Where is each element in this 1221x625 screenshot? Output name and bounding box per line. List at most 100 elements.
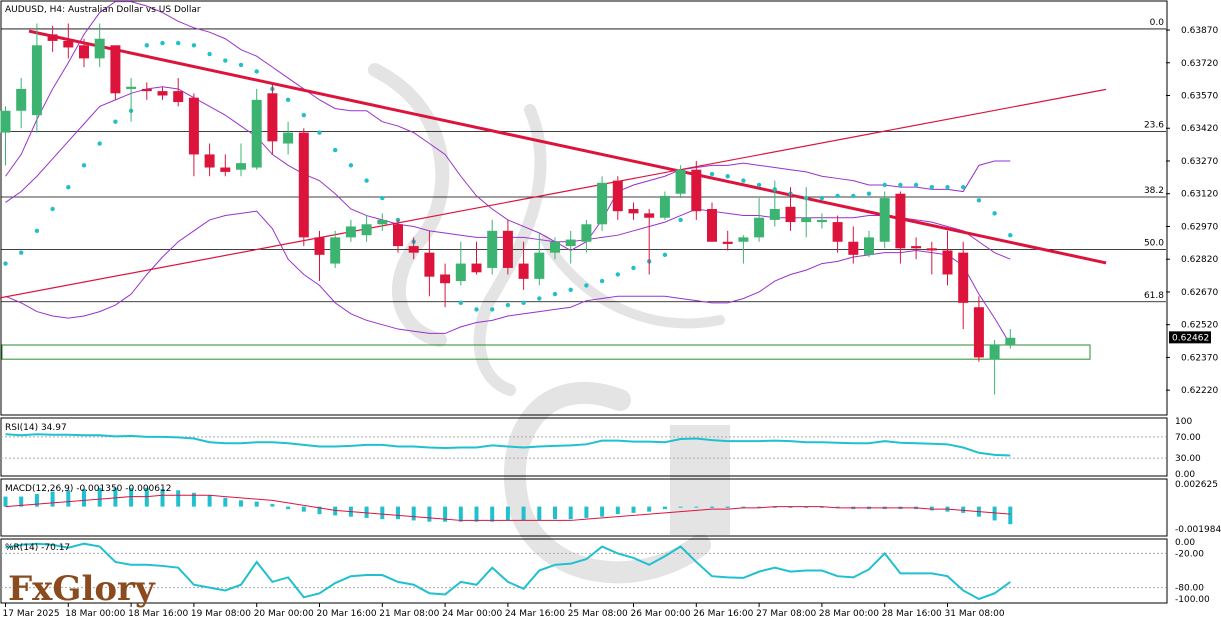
macd-bar [537, 506, 542, 521]
williams-tick-label: -20.00 [1175, 549, 1204, 559]
candle [848, 226, 859, 264]
candle [565, 230, 576, 264]
macd-bar [819, 506, 824, 508]
price-tick-label: 0.63720 [1181, 59, 1218, 69]
fib-label: 23.6 [1144, 121, 1164, 131]
candle [895, 191, 906, 264]
macd-bar [427, 506, 432, 522]
sar-dot [113, 119, 118, 124]
sar-dot [50, 206, 55, 212]
sar-dot [254, 69, 259, 74]
candle [754, 198, 765, 242]
candle-body [565, 239, 576, 247]
fib-label: 0.0 [1150, 18, 1165, 28]
williams-line [5, 542, 1011, 601]
macd-bar [584, 506, 589, 518]
sar-dot [3, 261, 8, 266]
macd-bar [1008, 506, 1013, 525]
sar-dot [301, 112, 306, 118]
current-price-tag: 0.62462 [1169, 331, 1211, 344]
macd-bar [615, 506, 620, 515]
sar-dot [34, 228, 40, 234]
sar-dot [176, 40, 181, 46]
watermark [368, 63, 725, 584]
macd-signal-line [5, 494, 1011, 521]
candle-body [204, 154, 215, 168]
candle-body [628, 209, 639, 214]
sar-dot [333, 147, 338, 153]
price-tick-label: 0.63270 [1181, 157, 1218, 167]
candle [267, 82, 278, 155]
candle-body [110, 45, 121, 94]
chart-title: AUDUSD, H4: Australian Dollar vs US Doll… [5, 5, 201, 15]
trend-lines[interactable] [0, 29, 1107, 299]
candle [722, 230, 733, 251]
macd-bar [223, 497, 228, 507]
support-zone[interactable] [1, 344, 1091, 360]
sar-dot [364, 178, 369, 183]
candle-body [612, 180, 623, 212]
macd-bar [333, 506, 338, 516]
candle-body [769, 209, 780, 220]
candle-body [330, 237, 341, 264]
candle-body [644, 213, 655, 218]
time-label: 25 Mar 08:00 [568, 609, 628, 619]
candle-body [785, 206, 796, 223]
candle-body [675, 169, 686, 194]
candle [126, 78, 137, 122]
bollinger-lower [5, 210, 1011, 345]
macd-bar [725, 506, 730, 508]
sar-dot [552, 291, 558, 297]
sar-dot [709, 171, 715, 177]
price-tick-label: 0.62970 [1181, 222, 1218, 232]
sar-dot [882, 182, 887, 188]
time-label: 31 Mar 08:00 [945, 609, 1005, 619]
rsi-tick-label: 100 [1175, 417, 1192, 427]
sar-dot [81, 163, 87, 168]
macd-bar [788, 506, 793, 508]
sar-dot [238, 62, 244, 68]
fib-label: 50.0 [1144, 238, 1164, 248]
candle-body [31, 45, 42, 116]
macd-bar [631, 506, 636, 513]
candle-body [1005, 337, 1016, 345]
candle-body [471, 263, 482, 273]
candle [926, 241, 937, 275]
sar-dot [474, 307, 479, 312]
candle-body [738, 237, 749, 242]
sar-dot [835, 193, 840, 199]
candle [251, 88, 262, 170]
rsi-line [5, 433, 1011, 457]
candle [31, 23, 42, 133]
candle-body [816, 219, 827, 223]
sar-dot [160, 40, 165, 46]
price-tick-label: 0.63570 [1181, 91, 1218, 101]
candle-body [440, 274, 451, 284]
sar-dot [945, 184, 950, 190]
candle-body [502, 230, 513, 268]
macd-indicator: 0.002625 -0.001984 [3, 480, 1221, 535]
candle-body [377, 219, 388, 225]
macd-bar [380, 506, 385, 520]
candle [283, 121, 294, 155]
macd-bar [553, 506, 557, 520]
sar-dot [66, 184, 71, 190]
price-tick-label: 0.63870 [1181, 26, 1218, 36]
candle-body [141, 88, 152, 92]
candle [94, 23, 105, 68]
time-label: 18 Mar 00:00 [65, 609, 125, 619]
macd-bar [757, 506, 762, 508]
candle-body [550, 241, 560, 253]
sar-dot [568, 287, 573, 292]
candle-body [487, 230, 498, 268]
candle [157, 86, 168, 100]
candle [691, 160, 702, 220]
macd-bar [364, 506, 369, 518]
macd-bar [97, 487, 102, 507]
williams-tick-label: -80.00 [1175, 584, 1204, 594]
candle [204, 143, 215, 177]
main-panel [0, 0, 1168, 416]
time-label: 19 Mar 08:00 [191, 609, 251, 619]
candle-body [188, 97, 199, 155]
